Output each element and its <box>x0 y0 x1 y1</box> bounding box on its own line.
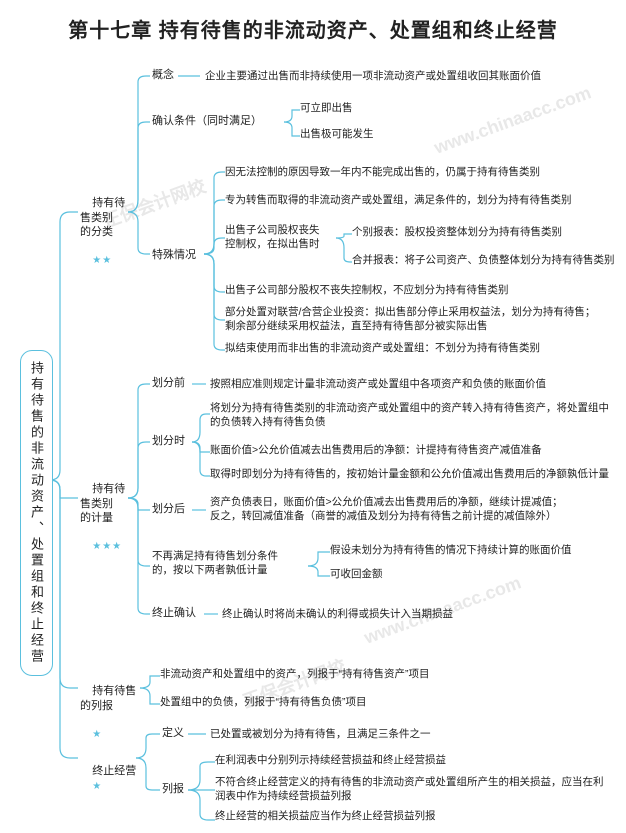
leaf: 取得时即划分为持有待售的，按初始计量金额和公允价值减出售费用后的净额孰低计量 <box>210 468 624 482</box>
leaf: 非流动资产和处置组中的资产，列报于“持有待售资产”项目 <box>160 668 560 682</box>
leaf: 按照相应准则规定计量非流动资产或处置组中各项资产和负债的账面价值 <box>210 378 620 392</box>
node-definition: 定义 <box>162 726 184 740</box>
root-node: 持有待售的非流动资产、处置组和终止经营 <box>20 350 53 676</box>
node-sub-loss-control: 出售子公司股权丧失 控制权，在拟出售时 <box>225 224 345 251</box>
leaf: 不符合终止经营定义的持有待售的非流动资产或处置组所产生的相关损益，应当在利 润表… <box>215 776 623 803</box>
leaf: 处置组中的负债，列报于“持有待售负债”项目 <box>160 696 560 710</box>
leaf: 已处置或被划分为持有待售，且满足三条件之一 <box>210 728 610 742</box>
node-label: 持有待售 的列报 <box>80 685 136 711</box>
leaf: 出售子公司部分股权不丧失控制权，不应划分为持有待售类别 <box>225 284 620 298</box>
stars-icon: ★ <box>92 729 102 740</box>
node-no-longer: 不再满足持有待售划分条件 的，按以下两者孰低计量 <box>152 550 308 577</box>
leaf: 资产负债表日，账面价值>公允价值减去出售费用后的净额，继续计提减值； 反之，转回… <box>210 496 622 523</box>
node-label: 终止经营 <box>92 765 136 777</box>
node-presentation: 持有待售 的列报 ★ <box>80 670 136 756</box>
node-d-presentation: 列报 <box>162 782 184 796</box>
leaf: 拟结束使用而非出售的非流动资产或处置组：不划分为持有待售类别 <box>225 342 620 356</box>
leaf: 终止确认时将尚未确认的利得或损失计入当期损益 <box>222 608 612 622</box>
node-classification: 持有待 售类别 的分类 ★★ <box>80 182 125 282</box>
stars-icon: ★★ <box>92 255 112 266</box>
leaf: 合并报表：将子公司资产、负债整体划分为持有待售类别 <box>352 254 622 268</box>
node-discontinued: 终止经营 ★ <box>80 750 136 807</box>
leaf: 因无法控制的原因导致一年内不能完成出售的，仍属于持有待售类别 <box>225 166 620 180</box>
node-special: 特殊情况 <box>152 248 196 262</box>
node-recognition: 确认条件（同时满足） <box>152 114 262 128</box>
stars-icon: ★★★ <box>92 541 122 552</box>
leaf: 在利润表中分别列示持续经营损益和终止经营损益 <box>215 754 620 768</box>
leaf: 假设未划分为持有待售的情况下持续计算的账面价值 <box>330 544 620 558</box>
leaf: 可收回金额 <box>330 568 383 582</box>
node-after: 划分后 <box>152 502 185 516</box>
stars-icon: ★ <box>92 781 102 792</box>
node-label: 持有待 售类别 的分类 <box>80 197 125 238</box>
node-measurement: 持有待 售类别 的计量 ★★★ <box>80 468 125 568</box>
leaf: 终止经营的相关损益应当作为终止经营损益列报 <box>215 810 620 824</box>
leaf: 个别报表：股权投资整体划分为持有待售类别 <box>352 226 622 240</box>
leaf: 企业主要通过出售而非持续使用一项非流动资产或处置组收回其账面价值 <box>205 70 615 84</box>
node-before: 划分前 <box>152 376 185 390</box>
page: 第十七章 持有待售的非流动资产、处置组和终止经营 www.chinaacc.co… <box>0 0 626 833</box>
leaf: 可立即出售 <box>300 102 353 116</box>
node-at-classification: 划分时 <box>152 434 185 448</box>
node-label: 持有待 售类别 的计量 <box>80 483 125 524</box>
leaf: 部分处置对联营/合营企业投资：拟出售部分停止采用权益法，划分为持有待售； 剩余部… <box>225 306 623 333</box>
leaf: 专为转售而取得的非流动资产或处置组，满足条件的，划分为持有待售类别 <box>225 194 620 208</box>
leaf: 出售极可能发生 <box>300 128 374 142</box>
node-derecognition: 终止确认 <box>152 606 196 620</box>
leaf: 将划分为持有待售类别的非流动资产或处置组中的资产转入持有待售资产，将处置组中 的… <box>210 402 622 429</box>
node-concept: 概念 <box>152 68 174 82</box>
leaf: 账面价值>公允价值减去出售费用后的净额：计提持有待售资产减值准备 <box>210 444 620 458</box>
